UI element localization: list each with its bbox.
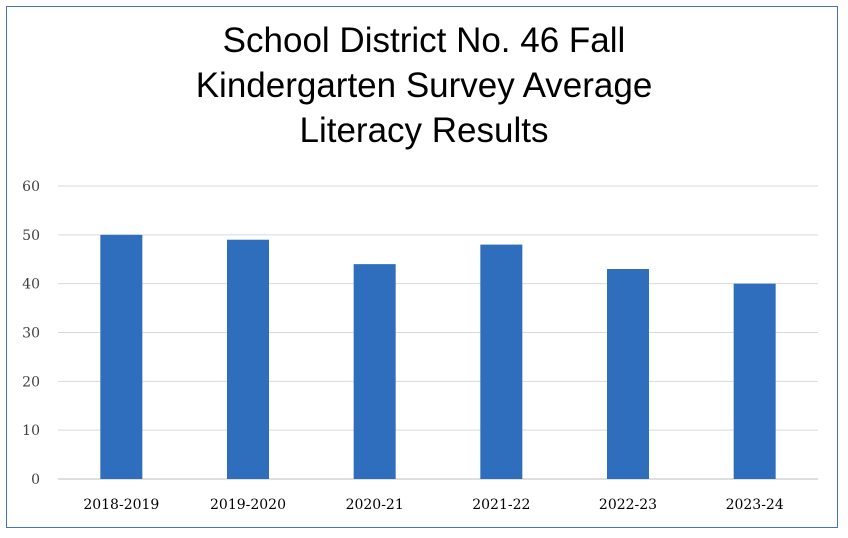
y-tick-label: 30 — [22, 326, 40, 342]
y-tick-label: 0 — [31, 472, 40, 488]
x-tick-label: 2018-2019 — [83, 497, 159, 513]
y-tick-label: 40 — [22, 277, 40, 293]
bar — [227, 239, 269, 479]
y-tick-label: 50 — [22, 228, 40, 244]
x-tick-label: 2020-21 — [346, 497, 404, 513]
y-tick-label: 60 — [22, 179, 40, 195]
y-tick-label: 10 — [22, 423, 40, 439]
x-tick-label: 2023-24 — [726, 497, 784, 513]
bar — [100, 234, 143, 479]
x-tick-label: 2022-23 — [599, 497, 657, 513]
x-tick-label: 2019-2020 — [210, 497, 286, 513]
bar — [353, 264, 396, 479]
x-tick-label: 2021-22 — [472, 497, 530, 513]
bar — [480, 244, 523, 479]
chart-title-line-3: Literacy Results — [299, 111, 549, 150]
chart-title-line-1: School District No. 46 Fall — [222, 21, 626, 60]
chart-title-line-2: Kindergarten Survey Average — [195, 66, 653, 105]
y-tick-label: 20 — [22, 374, 40, 390]
chart-frame — [6, 6, 838, 528]
chart-title: School District No. 46 Fall Kindergarten… — [0, 18, 848, 153]
bar — [733, 283, 776, 479]
bar — [607, 269, 649, 479]
